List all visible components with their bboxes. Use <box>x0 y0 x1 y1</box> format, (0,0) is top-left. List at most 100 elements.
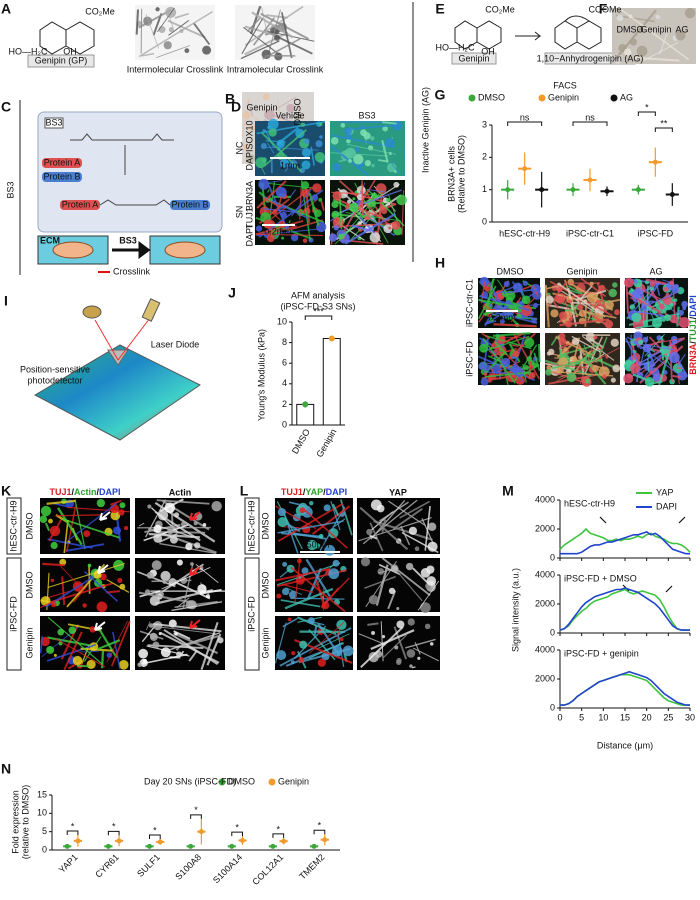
cell <box>286 564 295 573</box>
fiber <box>280 599 321 608</box>
cell <box>577 304 584 311</box>
cell <box>354 147 360 152</box>
cell <box>242 111 251 120</box>
label: Inactive Genipin (AG) <box>420 87 430 173</box>
label: Protein A <box>62 199 99 209</box>
fiber <box>614 9 657 60</box>
label-box <box>451 52 497 65</box>
fiber <box>266 225 297 235</box>
fiber <box>279 204 287 210</box>
cell <box>40 505 52 517</box>
y-axis-label: Young's Modulus (kPa) <box>256 329 266 421</box>
stain: TUJ1 <box>688 319 698 341</box>
fiber <box>141 52 155 57</box>
fiber <box>63 520 69 554</box>
label: Crosslink <box>113 266 151 276</box>
fiber <box>171 601 223 612</box>
fiber <box>241 18 264 55</box>
label: DMSO <box>617 24 644 34</box>
cell <box>624 277 634 288</box>
cell <box>339 637 344 642</box>
cell <box>405 562 414 571</box>
cell <box>304 138 310 144</box>
label: 0.2mm <box>488 312 516 322</box>
fiber <box>260 166 266 175</box>
cell <box>347 199 352 204</box>
fiber <box>266 189 270 193</box>
stain-label: BRN3A/TUJ1/DAPI <box>688 295 698 375</box>
fiber <box>647 358 650 372</box>
cell <box>344 127 352 136</box>
fiber <box>502 333 523 344</box>
significance: ns <box>520 112 530 122</box>
label: iPSC-ctr-C1 <box>464 279 474 327</box>
cell <box>328 233 338 242</box>
label: DAPI <box>244 149 254 170</box>
fiber <box>168 20 190 36</box>
fiber <box>260 202 281 221</box>
panel-letter: L <box>240 483 249 499</box>
label: Genipin <box>260 627 270 658</box>
fiber <box>83 571 119 602</box>
fiber <box>135 9 140 35</box>
fiber <box>392 565 423 602</box>
cell <box>616 14 624 22</box>
fiber <box>138 11 213 58</box>
cell <box>211 500 222 512</box>
cell <box>503 280 510 288</box>
arrow <box>515 31 542 41</box>
cell <box>248 124 256 131</box>
cell <box>89 626 96 633</box>
cell <box>483 364 491 372</box>
cell <box>629 304 636 310</box>
arrow <box>99 511 111 521</box>
cell <box>681 300 688 308</box>
stain: / <box>303 487 306 497</box>
y-tick-label: 0 <box>550 702 555 712</box>
fiber <box>360 626 404 668</box>
fiber <box>645 278 667 285</box>
cell <box>344 147 356 159</box>
mean-dot <box>505 187 511 193</box>
fiber <box>316 633 350 650</box>
y-axis-label: (relative to DMSO) <box>20 785 30 860</box>
label: SN <box>234 206 244 219</box>
fiber <box>344 212 396 245</box>
cell <box>282 587 290 596</box>
fiber <box>493 323 537 328</box>
cell <box>318 197 323 202</box>
fiber <box>96 639 121 651</box>
label: hESC-ctr-H9 <box>8 500 18 551</box>
x-tick-label: Genipin <box>314 427 338 459</box>
fiber <box>47 616 104 665</box>
fiber <box>167 19 206 39</box>
images <box>39 5 696 671</box>
fiber <box>401 190 405 236</box>
cell <box>380 207 388 215</box>
cell <box>202 45 212 55</box>
stain: YAP <box>305 487 323 497</box>
cell <box>298 656 305 663</box>
cell <box>57 628 65 636</box>
fiber <box>154 511 201 542</box>
fiber <box>339 121 390 124</box>
fiber <box>571 349 597 367</box>
cell <box>385 197 391 203</box>
cell <box>291 660 295 664</box>
line <box>559 587 690 631</box>
fiber <box>331 503 340 517</box>
stain: TUJ1 <box>49 487 71 497</box>
cell <box>419 602 431 613</box>
fiber <box>136 570 176 588</box>
mean-dot <box>604 188 610 194</box>
stain: / <box>688 316 698 319</box>
cell <box>286 103 296 113</box>
significance: * <box>235 822 239 832</box>
cell <box>245 154 256 164</box>
cell <box>184 48 190 54</box>
sig-bracket <box>572 121 608 126</box>
cell <box>52 241 94 259</box>
fiber <box>620 9 690 61</box>
mean-dot <box>75 838 81 844</box>
fiber <box>496 279 520 313</box>
